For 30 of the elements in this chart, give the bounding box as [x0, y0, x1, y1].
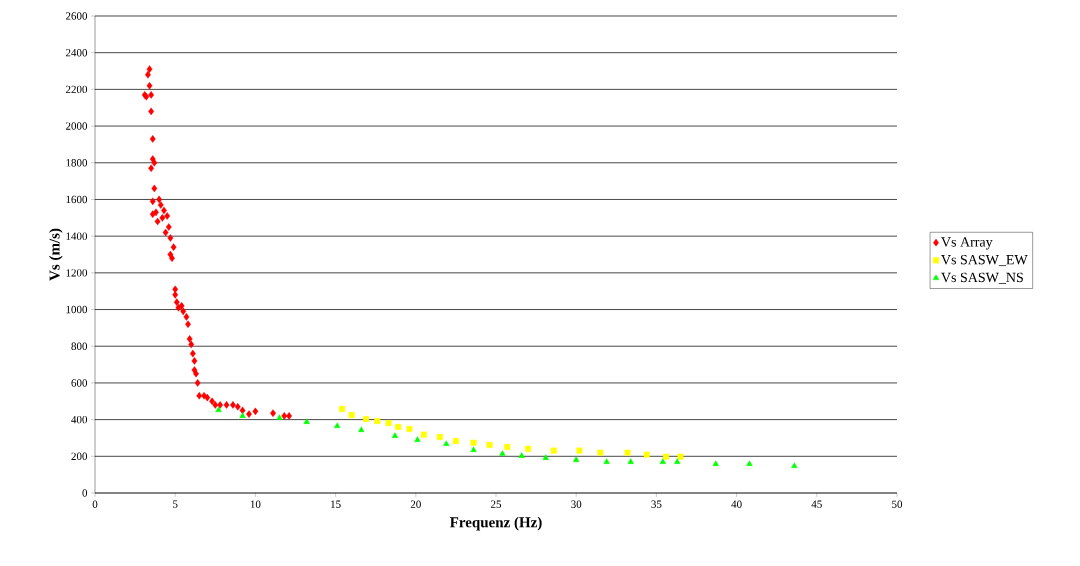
y-tick-label: 2600	[65, 12, 88, 20]
y-axis-title: Vs (m/s)	[49, 228, 63, 281]
y-tick-label: 0	[82, 489, 88, 497]
y-tick-label: 2200	[65, 85, 88, 94]
x-tick-label: 25	[490, 500, 502, 508]
y-tick-label: 1800	[66, 159, 88, 167]
y-tick-label: 1600	[66, 195, 88, 204]
x-tick-label: 10	[250, 500, 261, 508]
x-tick-label: 30	[571, 500, 582, 508]
y-tick-label: 2000	[65, 122, 88, 130]
y-tick-label: 1400	[66, 232, 88, 240]
legend-label: Vs SASW_NS	[941, 272, 1023, 284]
y-tick-label: 1000	[66, 305, 88, 314]
y-tick-label: 2400	[65, 48, 88, 57]
x-tick-label: 5	[173, 500, 178, 508]
x-tick-label: 20	[410, 500, 421, 508]
x-tick-label: 50	[892, 500, 903, 508]
x-axis-title: Frequenz (Hz)	[449, 516, 542, 531]
x-tick-label: 40	[731, 500, 742, 508]
y-tick-label: 800	[71, 342, 88, 350]
y-tick-label: 400	[71, 415, 88, 424]
x-tick-label: 45	[811, 500, 822, 508]
x-tick-label: 0	[92, 500, 98, 508]
y-tick-label: 1200	[66, 269, 88, 277]
legend-label: Vs SASW_EW	[941, 255, 1028, 267]
y-tick-label: 200	[71, 452, 88, 461]
x-tick-label: 15	[331, 500, 341, 508]
legend-label: Vs Array	[941, 237, 993, 250]
y-tick-label: 600	[71, 379, 88, 387]
x-tick-label: 35	[651, 500, 662, 508]
